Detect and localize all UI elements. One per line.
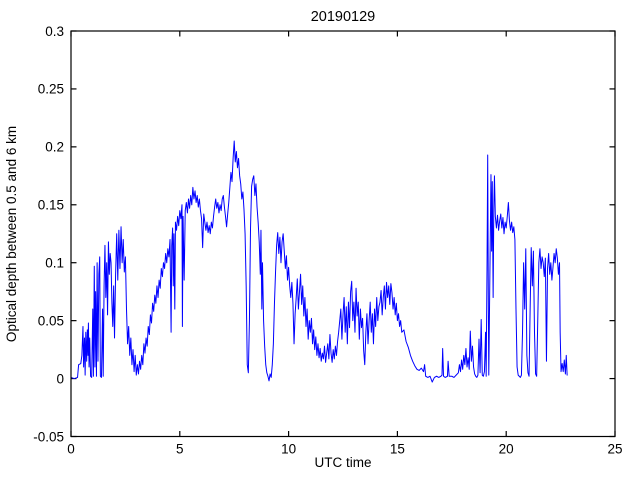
x-tick-label: 25 xyxy=(607,442,622,457)
y-tick-label: 0 xyxy=(56,371,64,386)
y-tick-label: -0.05 xyxy=(33,429,64,444)
data-line xyxy=(70,140,568,383)
x-tick-label: 0 xyxy=(67,442,75,457)
y-tick-label: 0.1 xyxy=(45,256,64,271)
y-tick-label: 0.25 xyxy=(38,82,64,97)
y-tick-label: 0.05 xyxy=(38,313,64,328)
y-axis-label: Optical depth between 0.5 and 6 km xyxy=(4,126,19,342)
x-tick-label: 10 xyxy=(281,442,296,457)
y-tick-label: 0.2 xyxy=(45,140,64,155)
plot-box xyxy=(70,30,616,438)
x-tick-label: 15 xyxy=(390,442,405,457)
plot-title: 20190129 xyxy=(311,9,376,25)
x-axis-label: UTC time xyxy=(315,455,372,470)
axis-ticks xyxy=(70,30,616,438)
x-tick-label: 5 xyxy=(176,442,184,457)
y-tick-label: 0.3 xyxy=(45,24,64,39)
x-tick-label: 20 xyxy=(499,442,514,457)
y-tick-label: 0.15 xyxy=(38,198,64,213)
